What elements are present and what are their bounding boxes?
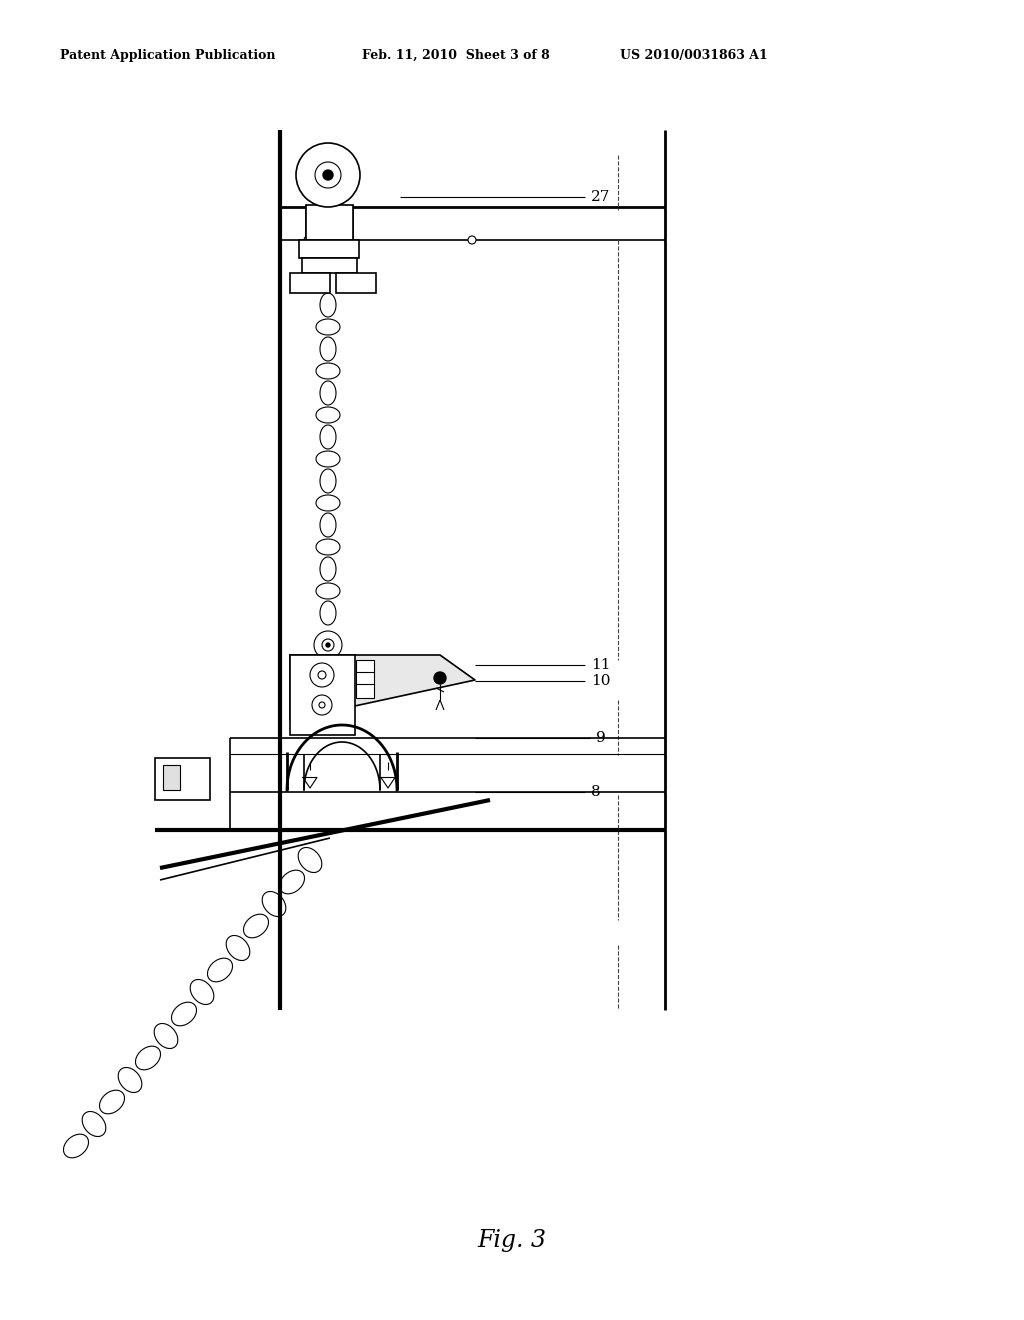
Bar [290, 655, 355, 735]
Bar [290, 273, 330, 293]
Circle shape [319, 702, 325, 708]
Circle shape [323, 170, 333, 180]
Circle shape [304, 236, 312, 244]
Bar [302, 257, 357, 273]
Bar [155, 758, 210, 800]
Text: US 2010/0031863 A1: US 2010/0031863 A1 [620, 49, 768, 62]
Bar [356, 660, 374, 698]
Text: Patent Application Publication: Patent Application Publication [60, 49, 275, 62]
Circle shape [296, 143, 360, 207]
Bar [306, 205, 353, 240]
Text: Fig. 3: Fig. 3 [477, 1229, 547, 1251]
Text: 27: 27 [591, 190, 610, 205]
Polygon shape [290, 655, 475, 719]
Text: 9: 9 [596, 731, 606, 744]
Bar [336, 273, 376, 293]
Circle shape [322, 639, 334, 651]
Text: 10: 10 [591, 675, 610, 688]
Bar [299, 240, 359, 257]
Text: 11: 11 [591, 657, 610, 672]
Circle shape [315, 162, 341, 187]
Circle shape [312, 696, 332, 715]
Circle shape [468, 236, 476, 244]
Circle shape [318, 671, 326, 678]
Circle shape [326, 643, 330, 647]
Text: 8: 8 [591, 785, 601, 799]
Circle shape [314, 631, 342, 659]
Text: Feb. 11, 2010  Sheet 3 of 8: Feb. 11, 2010 Sheet 3 of 8 [362, 49, 550, 62]
Bar [163, 766, 180, 789]
Circle shape [310, 663, 334, 686]
Circle shape [434, 672, 446, 684]
